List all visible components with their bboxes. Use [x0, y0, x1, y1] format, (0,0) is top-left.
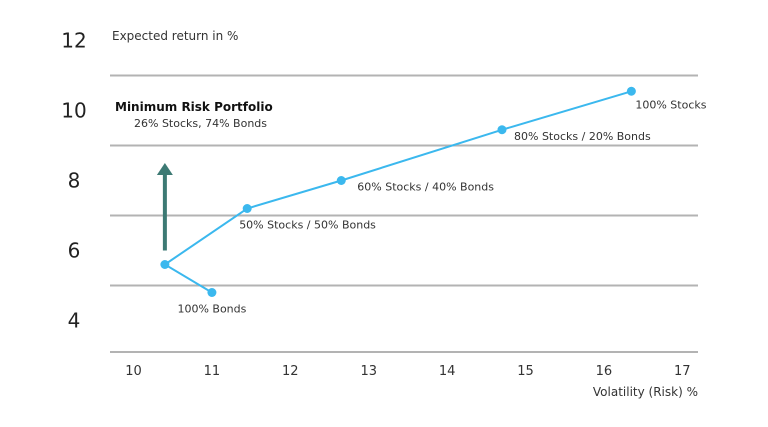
y-tick-label: 8 — [68, 169, 81, 193]
y-axis-title: Expected return in % — [112, 29, 238, 43]
x-tick-label: 11 — [204, 364, 221, 379]
y-tick-label: 10 — [61, 99, 86, 123]
x-tick-label: 13 — [360, 364, 377, 379]
y-tick-labels: 4 6 8 10 12 — [61, 29, 86, 333]
point-label: 60% Stocks / 40% Bonds — [357, 181, 494, 194]
x-tick-label: 15 — [517, 364, 534, 379]
point-label: 80% Stocks / 20% Bonds — [514, 130, 651, 143]
x-tick-labels: 10 11 12 13 14 15 16 17 — [125, 364, 690, 379]
x-tick-label: 16 — [596, 364, 613, 379]
x-tick-label: 10 — [125, 364, 142, 379]
gridlines — [110, 74, 698, 353]
frontier-line — [163, 90, 632, 294]
point-label: 50% Stocks / 50% Bonds — [239, 219, 376, 232]
annotation-subtitle: 26% Stocks, 74% Bonds — [134, 117, 267, 130]
data-point — [160, 260, 170, 269]
x-tick-label: 12 — [282, 364, 299, 379]
data-point — [336, 176, 346, 185]
x-tick-label: 17 — [674, 364, 691, 379]
annotation-arrow-head — [156, 163, 173, 175]
data-point — [626, 86, 636, 96]
annotation-title: Minimum Risk Portfolio — [115, 100, 273, 114]
y-tick-label: 6 — [68, 239, 81, 263]
x-tick-label: 14 — [439, 364, 456, 379]
x-axis-title: Volatility (Risk) % — [593, 385, 698, 399]
point-label: 100% Bonds — [177, 303, 246, 316]
point-label: 100% Stocks — [635, 98, 706, 111]
min-risk-annotation: Minimum Risk Portfolio 26% Stocks, 74% B… — [115, 100, 273, 251]
data-point — [497, 125, 507, 135]
data-point — [242, 204, 252, 213]
y-tick-label: 12 — [61, 29, 86, 53]
y-tick-label: 4 — [68, 309, 81, 333]
series-frontier: 100% Bonds 50% Stocks / 50% Bonds 60% Stoc… — [160, 86, 707, 316]
data-point — [207, 288, 217, 297]
